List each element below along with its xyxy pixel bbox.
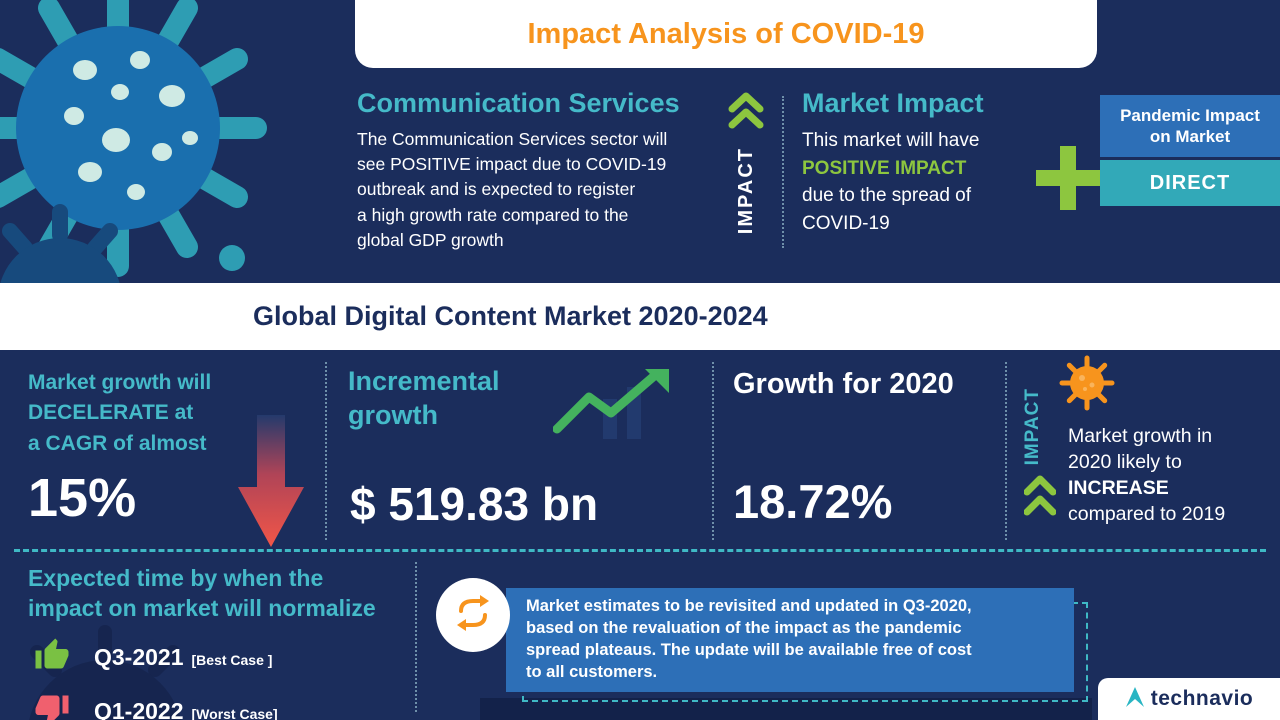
market-impact-title: Market Impact — [802, 88, 984, 118]
refresh-badge — [436, 578, 510, 652]
virus-illustration — [0, 0, 350, 362]
pandemic-impact-box: Pandemic Impact on Market DIRECT — [1100, 95, 1280, 206]
pandemic-impact-label: Pandemic Impact on Market — [1100, 95, 1280, 157]
note-text: Market estimates to be revisited and upd… — [526, 597, 972, 681]
note-box: Market estimates to be revisited and upd… — [506, 588, 1074, 692]
pandemic-impact-value: DIRECT — [1100, 160, 1280, 206]
stat-impact-2020: IMPACT Market growth in — [1018, 352, 1280, 548]
market-impact-highlight: POSITIVE IMPACT — [802, 157, 967, 179]
communication-services-section: Communication Services The Communication… — [357, 88, 725, 253]
market-impact-line3: COVID-19 — [802, 212, 890, 234]
communication-services-body: The Communication Services sector will s… — [357, 129, 668, 250]
best-case-value: Q3-2021 — [94, 643, 184, 670]
stats-divider-1 — [325, 362, 327, 540]
stats-divider-3 — [1005, 362, 1007, 540]
stat-incremental: Incremental growth $ 519.83 bn — [348, 365, 703, 540]
impact-vertical-block: IMPACT — [724, 92, 768, 234]
normalize-section: Expected time by when the impact on mark… — [28, 564, 408, 720]
virus-icon — [1058, 354, 1116, 417]
stat-growth-2020: Growth for 2020 18.72% — [733, 368, 998, 540]
stat-impact-em: INCREASE — [1068, 476, 1169, 499]
normalize-title: Expected time by when the impact on mark… — [28, 565, 376, 621]
bottom-decorative-strip — [480, 698, 1092, 720]
market-impact-line1: This market will have — [802, 130, 980, 151]
worst-case-row: Q1-2022 [Worst Case] — [34, 691, 408, 720]
worst-case-value: Q1-2022 — [94, 697, 184, 720]
plus-icon — [1036, 146, 1100, 210]
stat-cagr: Market growth will DECELERATE at a CAGR … — [28, 368, 328, 529]
horizontal-dashed-divider — [14, 549, 1266, 552]
stat-impact-line1: Market growth in 2020 likely to — [1068, 425, 1213, 473]
thumbs-up-icon — [34, 637, 70, 678]
stat-incremental-title: Incremental growth — [348, 366, 500, 430]
market-impact-section: Market Impact This market will have POSI… — [802, 88, 1042, 237]
communication-services-title: Communication Services — [357, 88, 680, 118]
stats-divider-2 — [712, 362, 714, 540]
best-case-label: [Best Case ] — [191, 652, 273, 669]
brand-name: technavio — [1150, 687, 1254, 710]
bottom-divider — [415, 562, 417, 712]
stat-impact-2020-text: Market growth in 2020 likely to INCREASE… — [1068, 424, 1225, 528]
brand-box: technavio — [1098, 678, 1280, 720]
impact-vertical-label-2: IMPACT — [1022, 388, 1043, 466]
header-divider — [782, 96, 784, 248]
thumbs-down-icon — [34, 691, 70, 720]
stat-growth-2020-title: Growth for 2020 — [733, 368, 954, 400]
stat-incremental-value: $ 519.83 bn — [350, 478, 599, 530]
worst-case-label: [Worst Case] — [191, 706, 278, 720]
top-banner: Impact Analysis of COVID-19 — [355, 0, 1097, 68]
down-arrow-icon — [238, 415, 304, 552]
market-title: Global Digital Content Market 2020-2024 — [253, 301, 768, 331]
impact-vertical-label: IMPACT — [734, 147, 757, 235]
chevrons-up-icon — [728, 92, 764, 135]
stat-growth-2020-value: 18.72% — [733, 475, 893, 528]
chevrons-up-icon-2 — [1023, 474, 1057, 525]
stat-impact-line2: compared to 2019 — [1068, 502, 1226, 525]
market-title-band: Global Digital Content Market 2020-2024 — [0, 283, 1280, 350]
refresh-icon — [451, 591, 495, 640]
market-impact-line2: due to the spread of — [802, 185, 972, 207]
stat-cagr-value: 15% — [28, 468, 137, 529]
stat-cagr-text: Market growth will DECELERATE at a CAGR … — [28, 371, 212, 455]
banner-title: Impact Analysis of COVID-19 — [527, 17, 925, 50]
trend-up-icon — [552, 367, 671, 444]
technavio-logo — [1125, 685, 1145, 714]
best-case-row: Q3-2021 [Best Case ] — [34, 637, 408, 678]
